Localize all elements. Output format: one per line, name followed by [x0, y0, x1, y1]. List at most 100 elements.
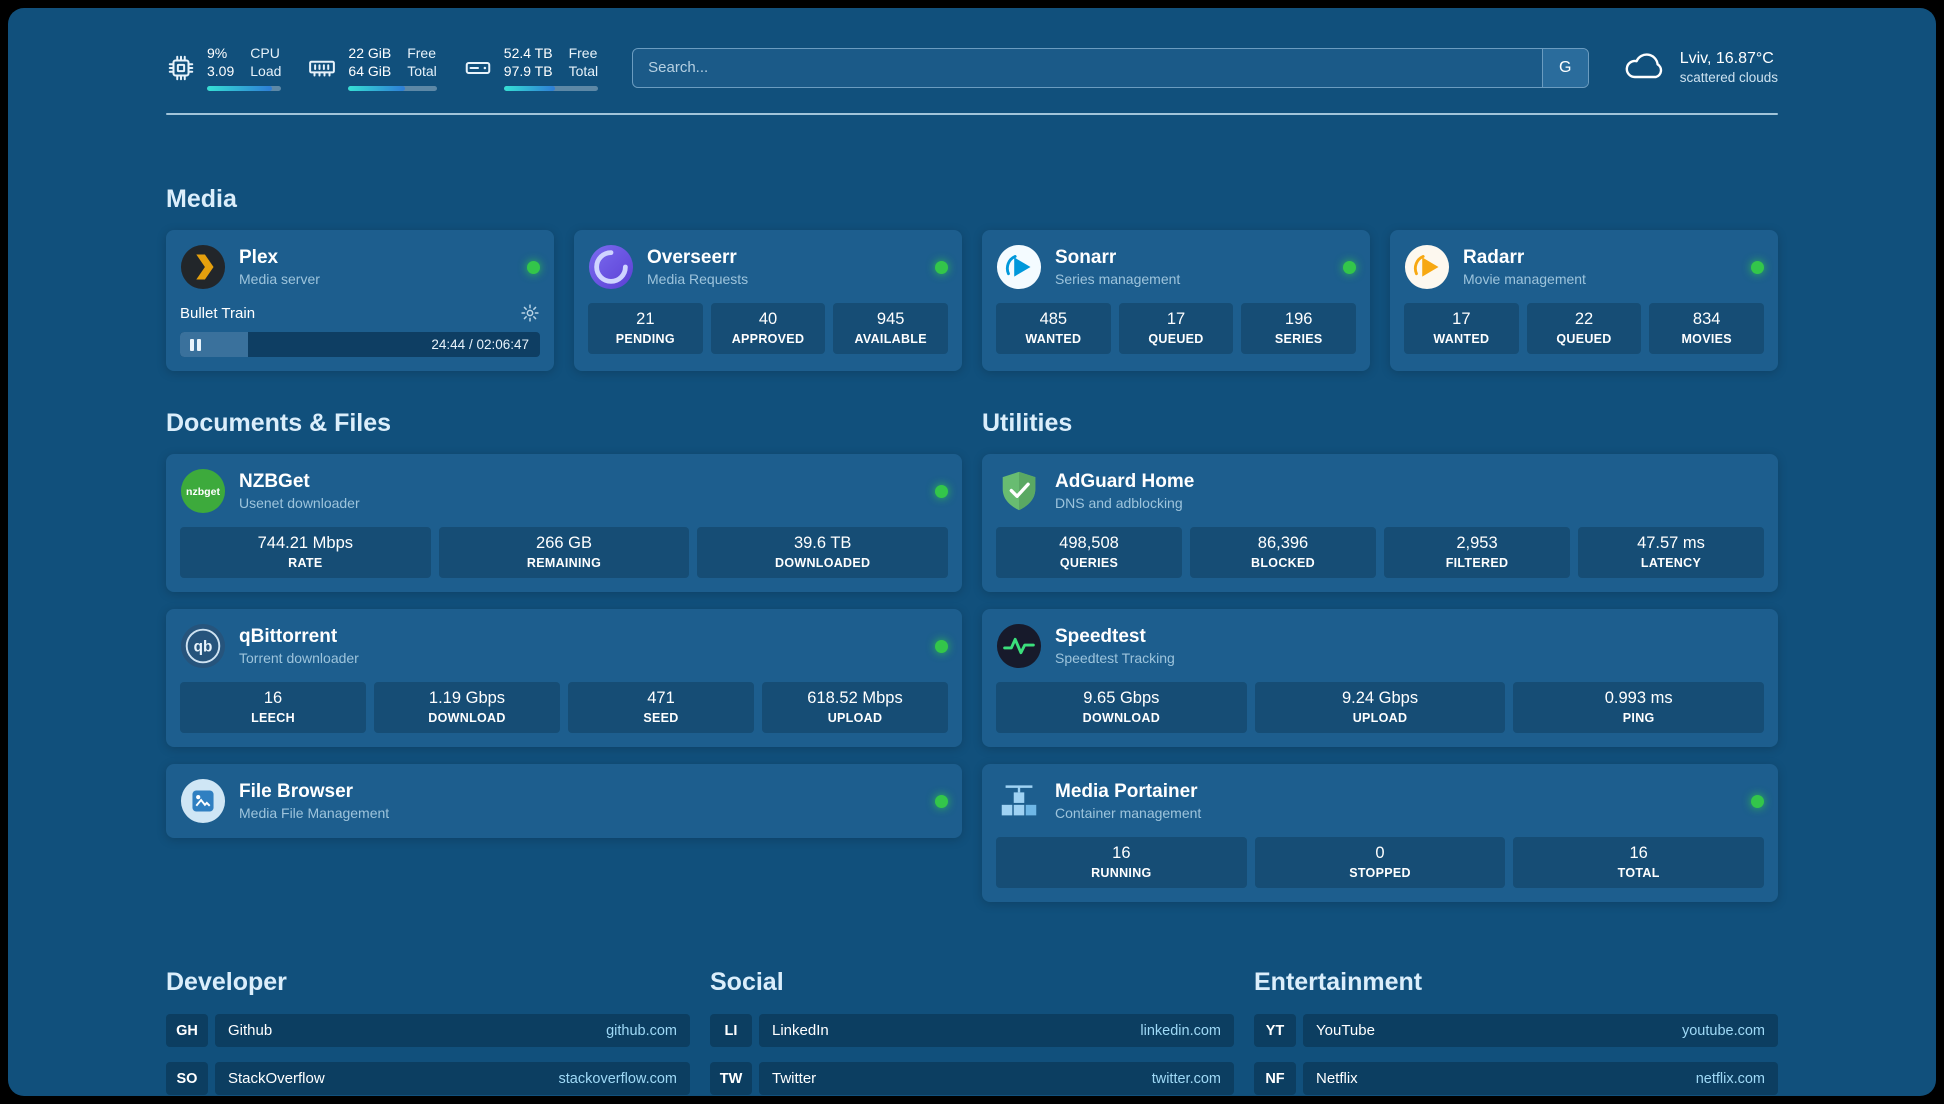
stat-value: 47.57 ms — [1637, 534, 1705, 553]
filebrowser-card[interactable]: File Browser Media File Management — [166, 764, 962, 839]
bookmark-abbr: LI — [710, 1014, 752, 1048]
search-bar[interactable]: G — [632, 47, 1589, 88]
cpu-usage-bar-fill — [207, 86, 273, 92]
app-subtitle: Speedtest Tracking — [1055, 649, 1175, 666]
stats-row: 485 WANTED 17 QUEUED 196 SERIES — [996, 303, 1357, 355]
bookmark-stackoverflow[interactable]: SO StackOverflow stackoverflow.com — [166, 1062, 690, 1096]
bookmark-abbr: YT — [1254, 1014, 1296, 1048]
bookmark-netflix[interactable]: NF Netflix netflix.com — [1254, 1062, 1778, 1096]
cpu-usage-bar — [207, 86, 282, 92]
gear-icon[interactable] — [520, 303, 540, 323]
cpu-icon — [166, 53, 196, 83]
stat-label: REMAINING — [526, 556, 602, 571]
stat-value: 16 — [263, 689, 283, 708]
bookmark-github[interactable]: GH Github github.com — [166, 1014, 690, 1048]
bookmark-url: github.com — [606, 1022, 677, 1039]
bookmarks-developer: Developer GH Github github.com SO StackO… — [166, 968, 690, 1096]
stat-label: DOWNLOAD — [428, 711, 506, 726]
bookmark-linkedin[interactable]: LI LinkedIn linkedin.com — [710, 1014, 1234, 1048]
radarr-card[interactable]: Radarr Movie management 17 WANTED 22 QUE… — [1390, 230, 1778, 372]
stats-row: 16 LEECH 1.19 Gbps DOWNLOAD 471 SEED — [180, 682, 948, 734]
status-dot — [1751, 794, 1764, 808]
search-engine-button[interactable]: G — [1541, 48, 1588, 87]
stat-label: RUNNING — [1091, 866, 1152, 881]
stat-value: 471 — [647, 689, 675, 708]
stat-label: SEED — [643, 711, 679, 726]
adguard-card-header: AdGuard Home DNS and adblocking — [996, 468, 1764, 514]
ram-free-value: 22 GiB — [348, 45, 392, 61]
stat-value: 744.21 Mbps — [257, 534, 354, 553]
stats-row: 744.21 Mbps RATE 266 GB REMAINING 39.6 T… — [180, 527, 949, 579]
stat-tile: 40 APPROVED — [710, 303, 826, 355]
stat-tile: 86,396 BLOCKED — [1190, 527, 1376, 579]
bookmark-abbr: TW — [710, 1062, 752, 1096]
portainer-card[interactable]: Media Portainer Container management 16 … — [982, 764, 1778, 903]
cpu-load-value: 3.09 — [207, 63, 235, 80]
stat-label: PING — [1622, 711, 1655, 726]
bookmark-abbr: SO — [166, 1062, 208, 1096]
bookmark-twitter[interactable]: TW Twitter twitter.com — [710, 1062, 1234, 1096]
bookmarks-entertainment: Entertainment YT YouTube youtube.com NF … — [1254, 968, 1778, 1096]
stat-tile: 47.57 ms LATENCY — [1578, 527, 1764, 579]
stat-tile: 266 GB REMAINING — [438, 527, 690, 579]
stat-value: 39.6 TB — [793, 534, 852, 553]
app-subtitle: Usenet downloader — [239, 494, 360, 511]
stat-value: 40 — [758, 310, 778, 329]
stats-row: 16 RUNNING 0 STOPPED 16 TOTAL — [996, 837, 1765, 889]
stat-label: WANTED — [1025, 332, 1082, 347]
stat-label: AVAILABLE — [854, 332, 927, 347]
stat-label: WANTED — [1433, 332, 1490, 347]
bookmark-name: LinkedIn — [772, 1022, 829, 1040]
bookmark-abbr: GH — [166, 1014, 208, 1048]
speedtest-pulse-icon — [996, 623, 1042, 669]
search-input[interactable] — [633, 48, 1542, 87]
speedtest-card-header: Speedtest Speedtest Tracking — [996, 623, 1764, 669]
stat-label: DOWNLOADED — [775, 556, 871, 571]
playback-progress-bar: 24:44 / 02:06:47 — [180, 332, 540, 358]
filebrowser-icon — [180, 778, 226, 824]
plex-icon — [180, 244, 226, 290]
overseerr-card[interactable]: Overseerr Media Requests 21 PENDING 40 A… — [574, 230, 962, 372]
plex-card[interactable]: Plex Media server Bullet Train — [166, 230, 554, 372]
pause-icon[interactable] — [190, 338, 201, 351]
cpu-usage-value: 9% — [207, 45, 228, 61]
memory-icon — [307, 53, 337, 83]
ram-total-label: Total — [407, 63, 437, 80]
now-playing-row: Bullet Train — [180, 303, 540, 323]
bookmark-name: Github — [228, 1022, 273, 1040]
filebrowser-card-header: File Browser Media File Management — [180, 778, 948, 824]
qbittorrent-card[interactable]: qb qBittorrent Torrent downloader — [166, 609, 962, 748]
stat-value: 196 — [1284, 310, 1313, 329]
sonarr-icon — [996, 244, 1042, 290]
bookmark-youtube[interactable]: YT YouTube youtube.com — [1254, 1014, 1778, 1048]
stat-label: TOTAL — [1617, 866, 1660, 881]
stat-value: 17 — [1452, 310, 1471, 329]
stat-tile: 485 WANTED — [996, 303, 1111, 355]
adguard-card[interactable]: AdGuard Home DNS and adblocking 498,508 … — [982, 454, 1778, 593]
sonarr-card[interactable]: Sonarr Series management 485 WANTED 17 Q… — [982, 230, 1370, 372]
stat-value: 834 — [1692, 310, 1721, 329]
qbittorrent-card-header: qb qBittorrent Torrent downloader — [180, 623, 948, 669]
stat-value: 0.993 ms — [1604, 689, 1673, 708]
stat-tile: 39.6 TB DOWNLOADED — [697, 527, 949, 579]
stats-row: 9.65 Gbps DOWNLOAD 9.24 Gbps UPLOAD 0.99… — [996, 682, 1765, 734]
speedtest-card[interactable]: Speedtest Speedtest Tracking 9.65 Gbps D… — [982, 609, 1778, 748]
stat-tile: 498,508 QUERIES — [996, 527, 1182, 579]
plex-card-header: Plex Media server — [180, 244, 540, 290]
app-name: AdGuard Home — [1055, 471, 1195, 493]
stat-label: QUEUED — [1556, 332, 1612, 347]
nzbget-card-header: nzbget NZBGet Usenet downloader — [180, 468, 948, 514]
section-title-social: Social — [710, 968, 784, 997]
stats-row: 21 PENDING 40 APPROVED 945 AVAILABLE — [588, 303, 949, 355]
stat-label: SERIES — [1274, 332, 1323, 347]
disk-total-label: Total — [568, 63, 599, 80]
overseerr-card-header: Overseerr Media Requests — [588, 244, 948, 290]
app-name: qBittorrent — [239, 626, 338, 648]
bookmark-url: stackoverflow.com — [558, 1070, 677, 1087]
nzbget-card[interactable]: nzbget NZBGet Usenet downloader 744.21 M… — [166, 454, 962, 593]
radarr-icon — [1404, 244, 1450, 290]
status-dot — [1751, 260, 1764, 274]
stat-label: QUEUED — [1148, 332, 1204, 347]
topbar: 9% 3.09 CPU Load — [166, 44, 1778, 92]
weather-location: Lviv, 16.87°C — [1679, 49, 1774, 67]
